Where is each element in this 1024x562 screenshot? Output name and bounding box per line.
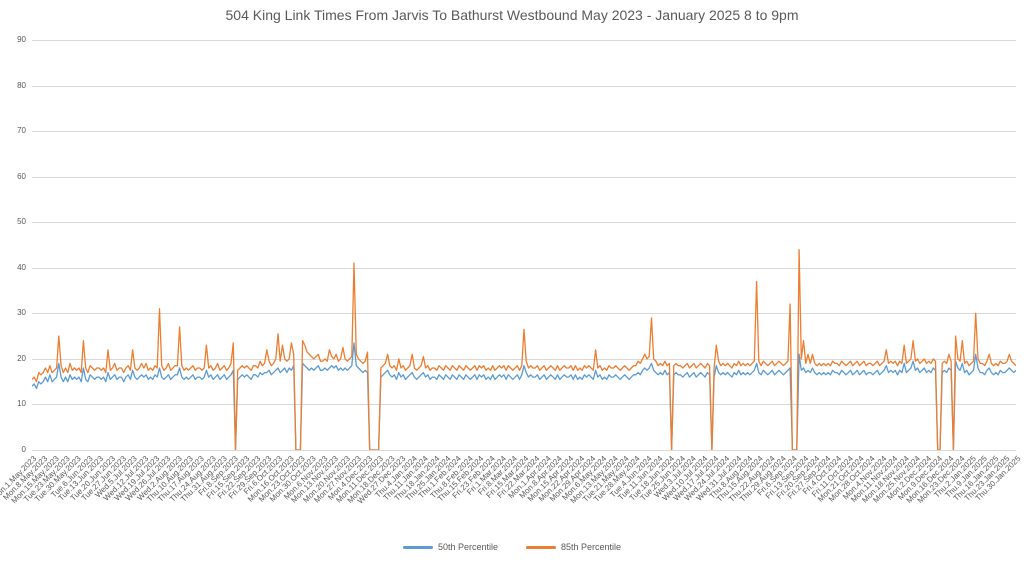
legend-item-50th: 50th Percentile [402,542,498,552]
gridline [32,267,1016,269]
y-tick-label: 70 [17,126,26,136]
y-tick-label: 20 [17,353,26,363]
legend-line-sample-50th [402,545,433,549]
gridline [32,450,1016,451]
legend: 50th Percentile 85th Percentile [0,542,1024,552]
y-tick-label: 50 [17,217,26,227]
y-tick-label: 10 [17,399,26,409]
plot-area [32,248,1016,450]
gridline [32,40,1016,41]
y-tick-label: 0 [21,445,26,454]
series-line-85th [32,248,1016,450]
y-tick-label: 90 [17,35,26,44]
y-tick-label: 60 [17,171,26,181]
legend-item-85th: 85th Percentile [526,542,621,552]
gridline [32,404,1016,406]
gridline [32,131,1016,133]
gridline [32,222,1016,224]
series-line-50th [32,342,1016,450]
chart-title: 504 King Link Times From Jarvis To Bathu… [225,7,799,23]
legend-label-85th: 85th Percentile [561,542,622,552]
gridline [32,176,1016,178]
y-tick-label: 40 [17,262,26,272]
gridline [32,358,1016,360]
y-tick-label: 30 [17,308,26,318]
gridline [32,85,1016,87]
gridline [32,313,1016,315]
legend-label-50th: 50th Percentile [437,542,498,552]
y-tick-label: 80 [17,80,26,90]
legend-line-sample-85th [526,545,556,549]
